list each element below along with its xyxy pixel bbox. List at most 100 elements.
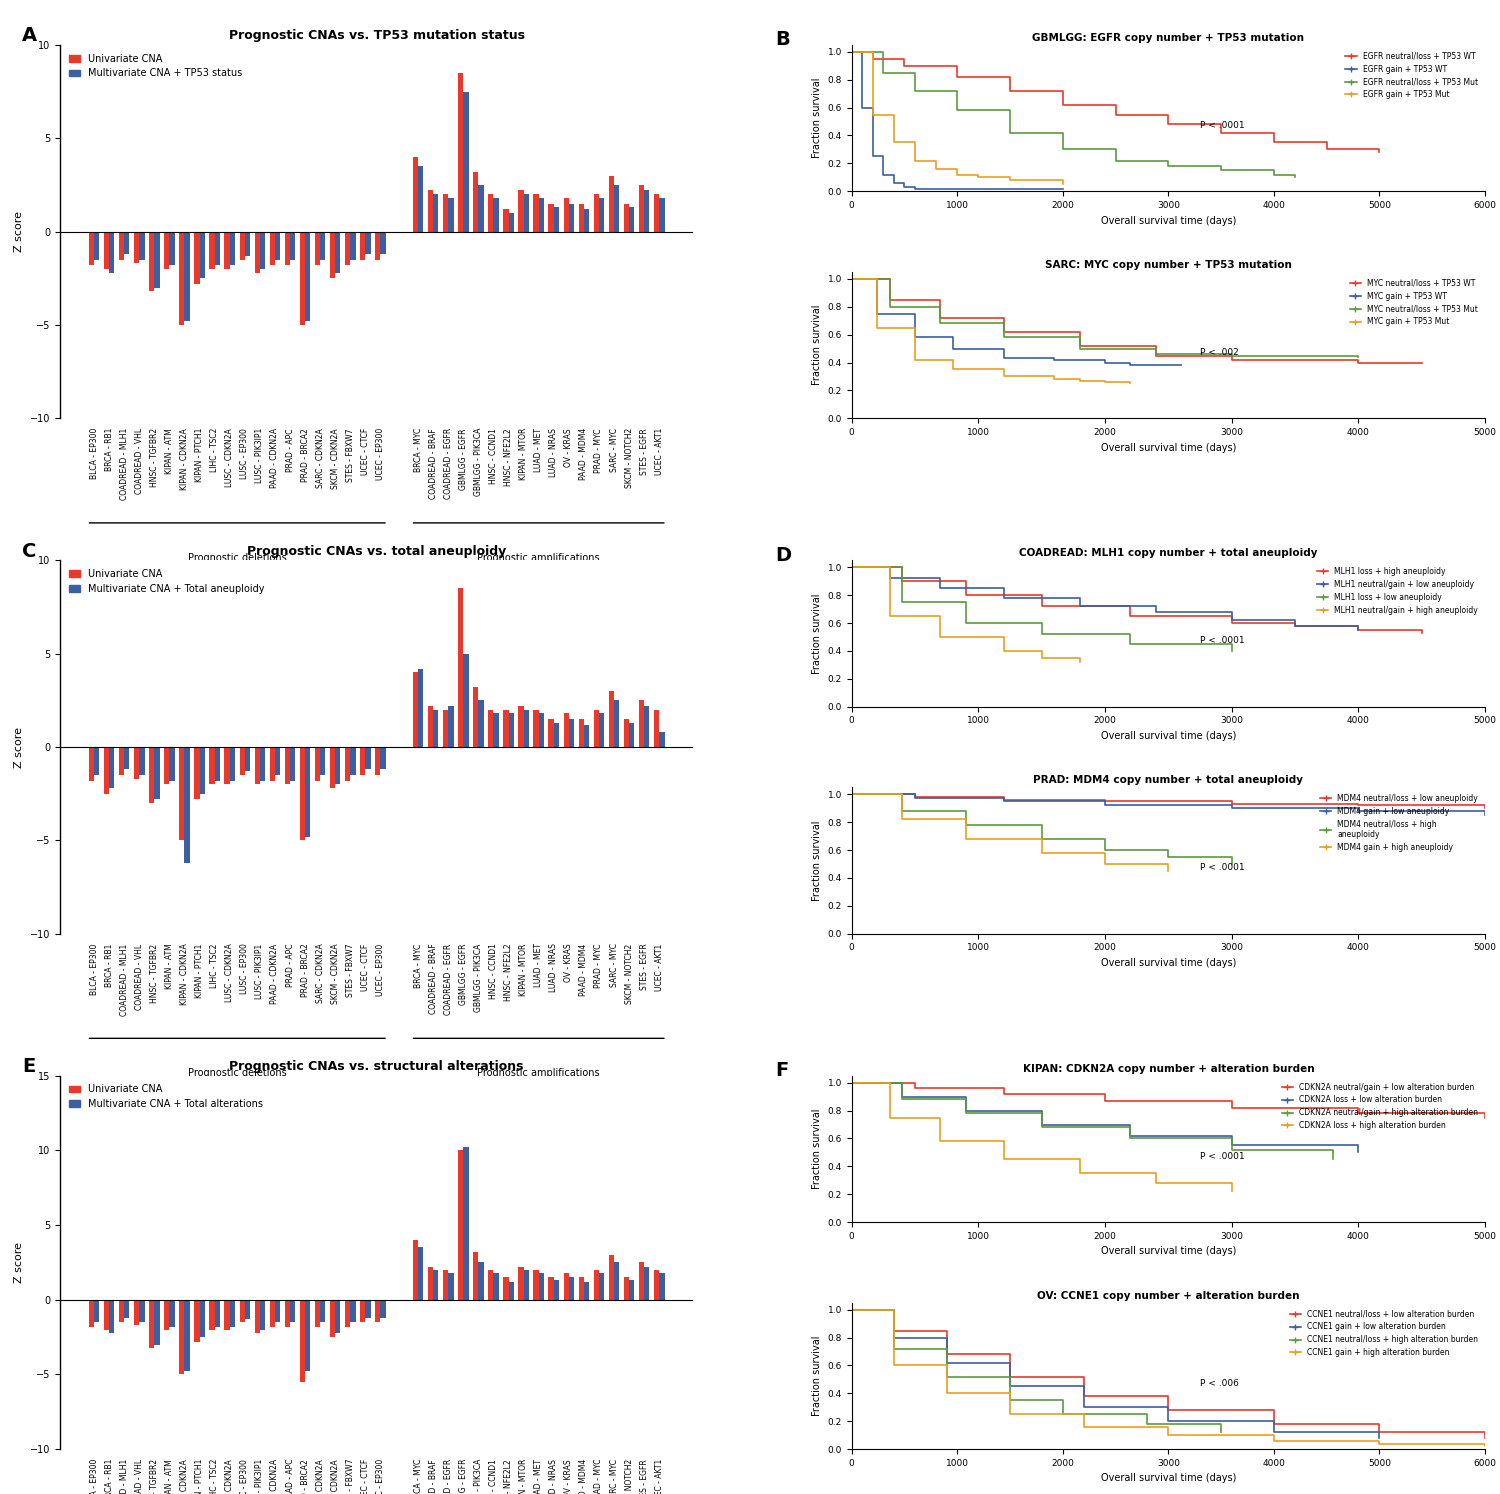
Bar <box>524 1270 530 1300</box>
Bar <box>334 747 340 784</box>
X-axis label: Overall survival time (days): Overall survival time (days) <box>1101 442 1236 453</box>
Bar <box>660 1273 664 1300</box>
Bar <box>375 1300 381 1322</box>
Bar <box>315 1300 320 1327</box>
Bar <box>628 1280 634 1300</box>
Bar <box>584 209 590 232</box>
Bar <box>366 747 370 769</box>
Bar <box>351 1300 355 1322</box>
Bar <box>351 232 355 260</box>
Title: Prognostic CNAs vs. total aneuploidy: Prognostic CNAs vs. total aneuploidy <box>248 545 507 557</box>
Bar <box>270 232 274 266</box>
Bar <box>381 1300 386 1318</box>
Bar <box>104 232 110 269</box>
Bar <box>624 203 628 232</box>
Text: B: B <box>776 30 790 49</box>
Bar <box>564 197 568 232</box>
Bar <box>88 747 94 780</box>
Bar <box>478 185 483 232</box>
Bar <box>225 1300 230 1330</box>
Bar <box>598 714 604 747</box>
Bar <box>110 232 114 272</box>
Bar <box>509 1282 515 1300</box>
Bar <box>458 73 464 232</box>
Bar <box>351 747 355 775</box>
Bar <box>304 747 310 837</box>
Y-axis label: Fraction survival: Fraction survival <box>812 78 822 158</box>
Bar <box>360 747 366 775</box>
Bar <box>140 1300 144 1322</box>
Bar <box>274 747 280 775</box>
Bar <box>300 1300 304 1382</box>
Bar <box>472 687 478 747</box>
Text: Prognostic deletions: Prognostic deletions <box>188 553 286 563</box>
Bar <box>240 232 244 260</box>
Bar <box>442 194 448 232</box>
Text: Prognostic deletions: Prognostic deletions <box>188 1068 286 1079</box>
Bar <box>304 232 310 321</box>
Text: P < .0001: P < .0001 <box>1200 1152 1245 1161</box>
Bar <box>568 719 574 747</box>
Bar <box>345 747 351 780</box>
Bar <box>360 232 366 260</box>
Bar <box>140 232 144 260</box>
Bar <box>214 1300 220 1327</box>
Bar <box>478 1262 483 1300</box>
Bar <box>366 1300 370 1318</box>
X-axis label: Overall survival time (days): Overall survival time (days) <box>1101 215 1236 226</box>
Bar <box>230 1300 236 1327</box>
Legend: Univariate CNA, Multivariate CNA + Total alterations: Univariate CNA, Multivariate CNA + Total… <box>64 1080 267 1113</box>
Bar <box>214 232 220 266</box>
Bar <box>614 1262 620 1300</box>
Bar <box>433 194 438 232</box>
Bar <box>509 714 515 747</box>
Bar <box>255 232 260 272</box>
Bar <box>594 710 598 747</box>
Bar <box>214 747 220 780</box>
Legend: EGFR neutral/loss + TP53 WT, EGFR gain + TP53 WT, EGFR neutral/loss + TP53 Mut, : EGFR neutral/loss + TP53 WT, EGFR gain +… <box>1342 49 1480 102</box>
Bar <box>290 1300 296 1322</box>
Bar <box>381 232 386 254</box>
Bar <box>519 1267 524 1300</box>
Bar <box>88 232 94 266</box>
Y-axis label: Fraction survival: Fraction survival <box>812 1336 822 1416</box>
Bar <box>504 209 509 232</box>
Bar <box>320 747 326 775</box>
Bar <box>413 1240 419 1300</box>
Bar <box>274 1300 280 1322</box>
Title: COADREAD: MLH1 copy number + total aneuploidy: COADREAD: MLH1 copy number + total aneup… <box>1019 548 1317 559</box>
Bar <box>614 701 620 747</box>
Bar <box>554 1280 560 1300</box>
Bar <box>170 747 174 780</box>
Bar <box>538 714 544 747</box>
Text: P < .0001: P < .0001 <box>1200 864 1245 872</box>
Bar <box>200 232 206 278</box>
Bar <box>524 710 530 747</box>
Bar <box>538 197 544 232</box>
Bar <box>624 1277 628 1300</box>
Bar <box>274 232 280 260</box>
Text: A: A <box>22 27 38 45</box>
Bar <box>230 232 236 266</box>
Bar <box>195 1300 200 1342</box>
Bar <box>504 710 509 747</box>
Bar <box>360 1300 366 1322</box>
Bar <box>488 710 494 747</box>
Legend: MDM4 neutral/loss + low aneuploidy, MDM4 gain + low aneuploidy, MDM4 neutral/los: MDM4 neutral/loss + low aneuploidy, MDM4… <box>1317 792 1480 855</box>
Title: GBMLGG: EGFR copy number + TP53 mutation: GBMLGG: EGFR copy number + TP53 mutation <box>1032 33 1305 43</box>
Title: SARC: MYC copy number + TP53 mutation: SARC: MYC copy number + TP53 mutation <box>1046 260 1292 270</box>
Bar <box>375 747 381 775</box>
Bar <box>448 1273 453 1300</box>
Bar <box>285 747 290 784</box>
Bar <box>579 203 584 232</box>
Bar <box>614 185 620 232</box>
Bar <box>255 747 260 784</box>
Bar <box>118 232 124 260</box>
Bar <box>104 747 110 793</box>
Bar <box>118 1300 124 1322</box>
Bar <box>654 1270 660 1300</box>
Bar <box>290 747 296 780</box>
Bar <box>330 232 334 278</box>
Bar <box>442 710 448 747</box>
Bar <box>154 1300 159 1345</box>
